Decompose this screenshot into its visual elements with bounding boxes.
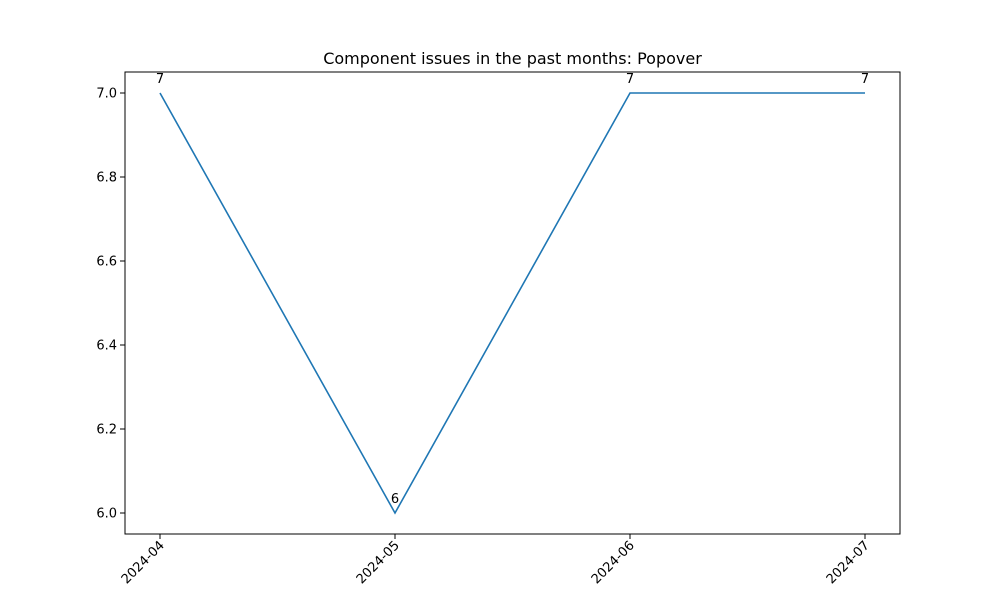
y-tick-label: 6.2 bbox=[96, 423, 117, 438]
y-tick-label: 7.0 bbox=[96, 87, 117, 102]
y-tick-label: 6.6 bbox=[96, 255, 117, 270]
y-tick-label: 6.0 bbox=[96, 507, 117, 522]
data-label: 7 bbox=[861, 72, 869, 87]
chart-title: Component issues in the past months: Pop… bbox=[323, 49, 702, 68]
series-line bbox=[159, 92, 865, 515]
y-tick-label: 6.4 bbox=[96, 339, 117, 354]
data-label: 6 bbox=[391, 492, 399, 507]
y-tick-label: 6.8 bbox=[96, 171, 117, 186]
data-label: 7 bbox=[626, 72, 634, 87]
data-label: 7 bbox=[156, 72, 164, 87]
plot-area-frame bbox=[124, 71, 901, 535]
